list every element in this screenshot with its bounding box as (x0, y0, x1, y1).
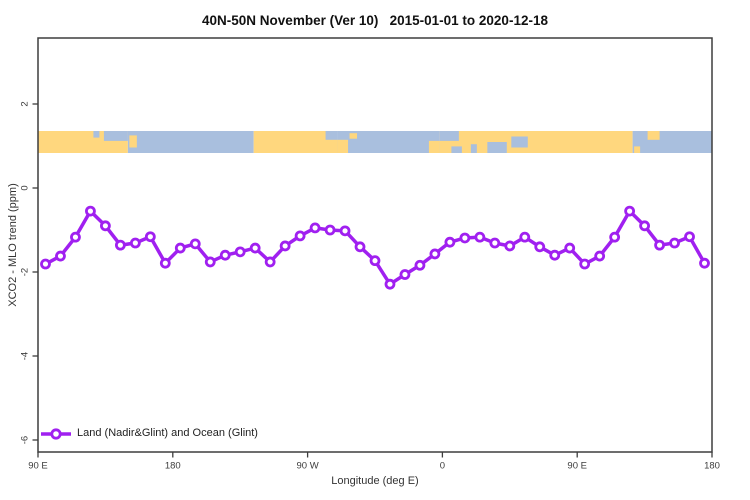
data-point-marker (264, 256, 276, 268)
x-tick-label: 180 (704, 461, 720, 472)
x-axis-title: Longitude (deg E) (331, 475, 419, 487)
map-strip-patch-ocean (93, 131, 100, 138)
data-point-marker (204, 256, 216, 268)
data-point-marker (279, 240, 291, 252)
data-point-marker (40, 258, 51, 270)
data-point-marker (429, 248, 441, 260)
data-point-marker (549, 249, 561, 261)
data-point-marker (219, 249, 231, 261)
data-point-marker (519, 231, 531, 243)
data-point-marker (669, 237, 680, 249)
map-strip-patch-land (647, 131, 660, 140)
y-tick-label: 0 (20, 185, 31, 190)
data-point-marker (159, 257, 171, 269)
data-point-marker (189, 238, 201, 250)
data-point-marker (474, 231, 486, 243)
data-point-marker (55, 250, 66, 262)
data-point-marker (129, 237, 141, 249)
map-strip-ocean (127, 131, 254, 153)
data-point-marker (114, 239, 126, 251)
map-strip-patch-ocean (451, 146, 462, 153)
data-point-marker (354, 241, 366, 253)
map-strip-ocean (337, 131, 440, 153)
map-strip-patch-ocean (487, 142, 507, 153)
y-tick-label: 2 (20, 101, 31, 106)
map-strip-patch-land (634, 146, 641, 153)
x-tick-label: 90 E (28, 461, 48, 472)
y-tick-label: -2 (20, 268, 31, 276)
data-point-marker (234, 246, 246, 258)
data-point-marker (399, 269, 411, 280)
data-point-marker (100, 220, 111, 232)
map-strip-patch-ocean (439, 131, 459, 141)
x-tick-label: 180 (165, 461, 181, 472)
data-point-marker (249, 242, 261, 254)
data-point-marker (384, 278, 396, 290)
map-strip-patch-land (349, 133, 358, 139)
map-strip-patch-land (337, 139, 349, 153)
data-point-marker (369, 255, 381, 267)
map-strip-patch-land (129, 135, 137, 148)
data-point-marker (504, 240, 516, 252)
data-point-marker (534, 241, 546, 253)
y-tick-label: -6 (20, 436, 31, 444)
data-point-marker (699, 257, 710, 269)
data-point-marker (579, 258, 591, 270)
data-point-marker (564, 242, 576, 254)
data-point-marker (444, 236, 456, 248)
legend-label: Land (Nadir&Glint) and Ocean (Glint) (77, 427, 258, 439)
data-point-marker (609, 231, 621, 243)
data-point-marker (339, 225, 351, 237)
x-tick-label: 90 E (567, 461, 587, 472)
data-point-marker (324, 224, 336, 236)
data-line (44, 209, 707, 286)
map-strip-patch-ocean (103, 131, 128, 141)
data-point-marker (294, 230, 306, 242)
data-point-marker (309, 222, 321, 234)
map-strip-patch-ocean (511, 136, 528, 148)
data-point-marker (70, 231, 81, 243)
legend-marker (50, 428, 62, 440)
plot-border (37, 37, 713, 453)
map-strip-patch-ocean (470, 144, 477, 153)
data-point-marker (639, 220, 650, 232)
x-tick-label: 90 W (297, 461, 319, 472)
map-strip-ocean (632, 131, 712, 153)
data-point-marker (414, 259, 426, 271)
map-strip-patch-land (428, 140, 440, 153)
data-point-marker (684, 231, 695, 243)
data-point-marker (654, 239, 665, 251)
data-point-marker (489, 237, 501, 249)
map-strip-land (439, 131, 633, 153)
data-point-marker (624, 205, 636, 217)
data-point-marker (85, 205, 96, 217)
y-tick-label: -4 (20, 352, 31, 360)
data-point-marker (144, 231, 156, 243)
data-point-marker (459, 232, 471, 244)
map-strip-patch-ocean (325, 131, 338, 140)
x-tick-label: 0 (440, 461, 445, 472)
chart-title: 40N-50N November (Ver 10) 2015-01-01 to … (202, 13, 548, 28)
data-point-marker (174, 242, 186, 254)
data-point-marker (594, 250, 606, 262)
map-strip-land (253, 131, 338, 153)
